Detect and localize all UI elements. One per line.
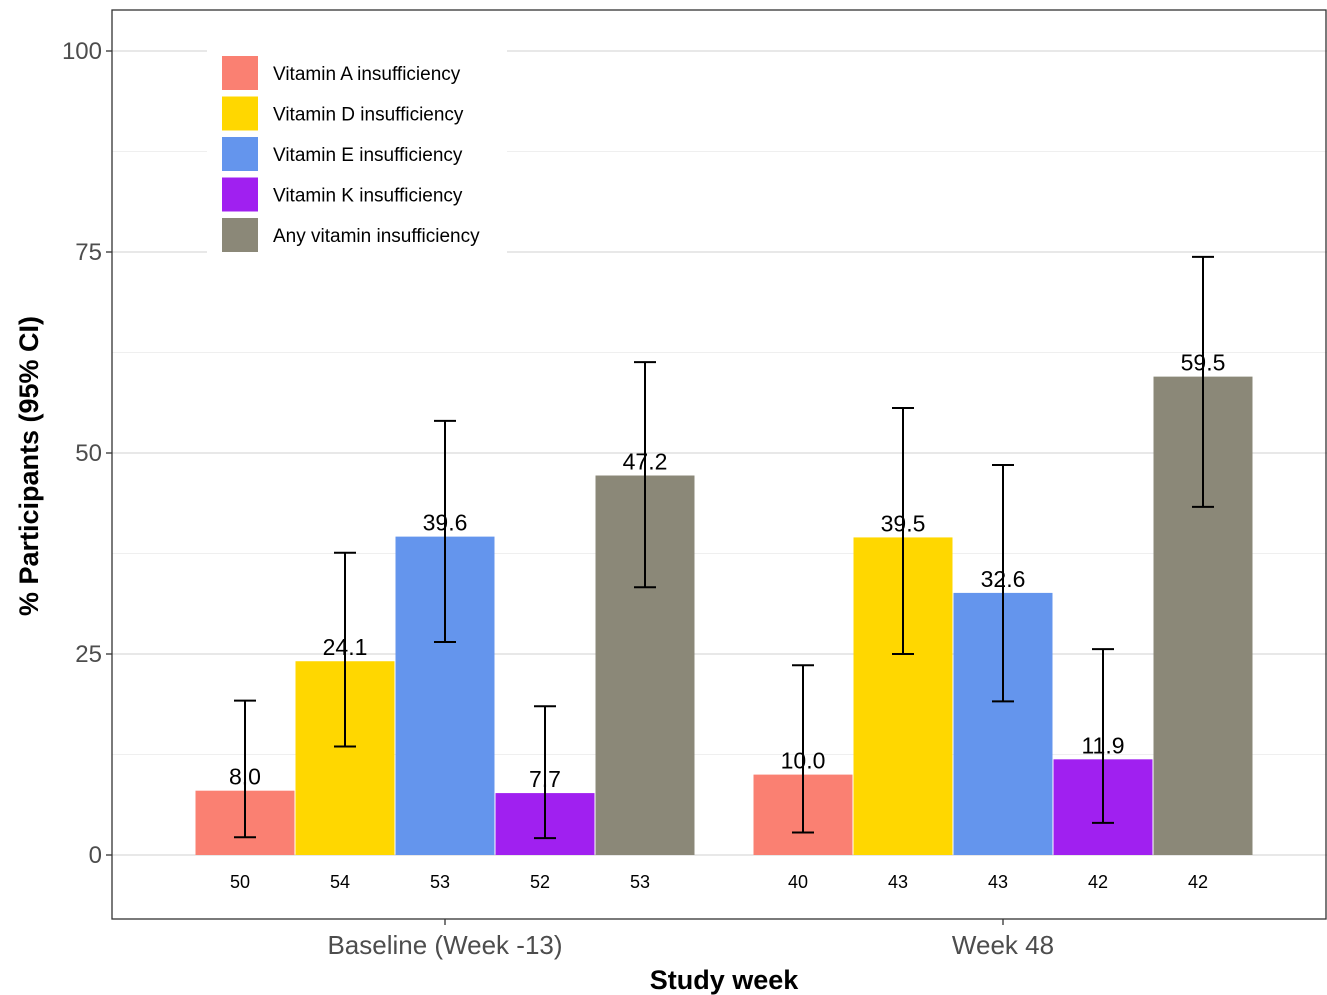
bar-value-label: 24.1 (323, 634, 368, 660)
sample-size-label: 50 (230, 872, 250, 892)
sample-size-label: 42 (1188, 872, 1208, 892)
x-axis-title: Study week (650, 965, 800, 995)
y-axis-title: % Participants (95% CI) (14, 316, 44, 616)
sample-size-label: 53 (430, 872, 450, 892)
sample-size-label: 54 (330, 872, 350, 892)
bar-value-label: 32.6 (981, 566, 1026, 592)
y-tick-label: 25 (75, 641, 102, 668)
bar-value-label: 8.0 (229, 764, 261, 790)
sample-size-label: 40 (788, 872, 808, 892)
legend-entry-label: Any vitamin insufficiency (273, 226, 480, 247)
bar-value-label: 59.5 (1181, 350, 1226, 376)
legend: Vitamin A insufficiency Vitamin D insuffi… (207, 45, 507, 262)
x-tick-label: Baseline (Week -13) (327, 930, 562, 960)
bars (195, 376, 1253, 855)
legend-entry-label: Vitamin A insufficiency (273, 64, 461, 85)
sample-size-labels: 50 40 54 43 53 43 52 42 53 42 (230, 872, 1208, 892)
bar-value-label: 39.6 (423, 510, 468, 536)
legend-entry-label: Vitamin D insufficiency (273, 105, 464, 126)
sample-size-label: 42 (1088, 872, 1108, 892)
axes: 0 25 50 75 100 Baseline (Week -13) Week 48 (62, 38, 1054, 960)
value-labels: 8.0 10.0 24.1 39.5 39.6 32.6 7.7 11.9 47.2 59.5 (229, 350, 1225, 792)
legend-entry-label: Vitamin K insufficiency (273, 186, 463, 207)
legend-swatch (222, 177, 258, 212)
legend-swatch (222, 137, 258, 171)
sample-size-label: 43 (988, 872, 1008, 892)
bar-value-label: 10.0 (781, 748, 826, 774)
plot-panel-border (111, 9, 1327, 920)
sample-size-label: 43 (888, 872, 908, 892)
sample-size-label: 53 (630, 872, 650, 892)
bar-value-label: 11.9 (1081, 732, 1124, 758)
error-bars (234, 255, 1214, 840)
sample-size-label: 52 (530, 872, 550, 892)
x-tick-label: Week 48 (952, 930, 1054, 960)
bar-value-label: 7.7 (529, 766, 561, 792)
y-tick-label: 0 (89, 842, 102, 869)
bar-value-label: 47.2 (623, 449, 668, 475)
y-tick-label: 50 (75, 440, 102, 467)
legend-entry-label: Vitamin E insufficiency (273, 145, 463, 166)
y-tick-label: 100 (62, 38, 102, 65)
legend-swatch (222, 96, 258, 131)
y-tick-label: 75 (75, 239, 102, 266)
legend-swatch (222, 218, 258, 252)
legend-swatch (222, 56, 258, 90)
bar-value-label: 39.5 (881, 510, 926, 536)
